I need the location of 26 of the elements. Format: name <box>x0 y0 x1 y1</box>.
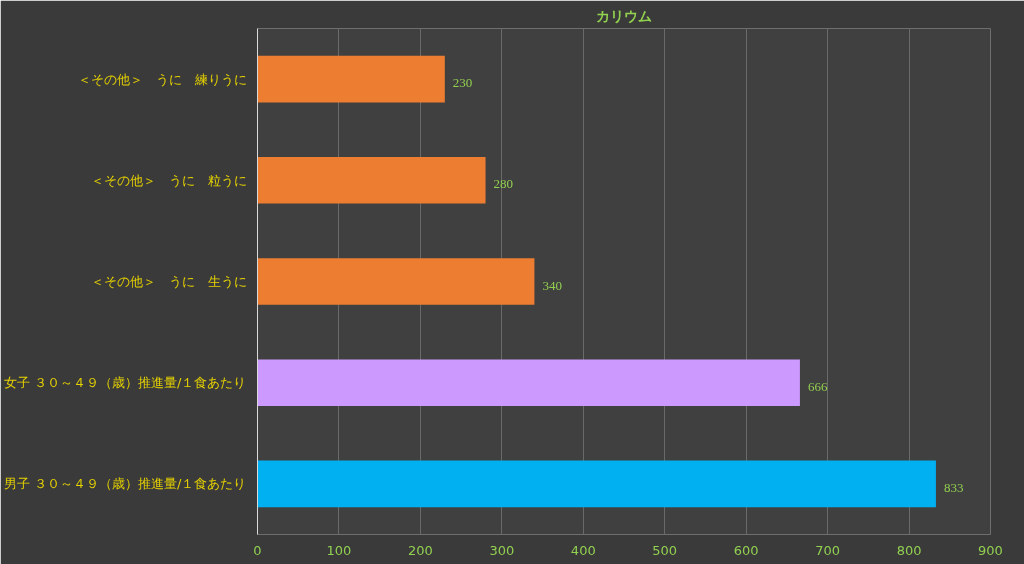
y-tick-label: ＜その他＞ うに 生うに <box>90 274 247 289</box>
bar <box>257 460 936 508</box>
data-label: 340 <box>542 277 562 293</box>
bar <box>257 359 800 406</box>
x-tick-label: 700 <box>815 542 841 558</box>
x-tick-label: 200 <box>407 542 433 558</box>
x-tick-label: 100 <box>326 542 352 558</box>
x-tick-label: 900 <box>978 542 1003 558</box>
x-tick-label: 400 <box>570 542 596 558</box>
x-tick-label: 800 <box>896 542 922 558</box>
data-label: 666 <box>807 378 828 394</box>
chart-title: カリウム <box>596 7 652 24</box>
y-tick-label: ＜その他＞ うに 粒うに <box>90 172 247 188</box>
x-tick-label: 0 <box>253 542 262 558</box>
x-tick-label: 600 <box>733 542 759 558</box>
bar <box>257 157 486 204</box>
y-tick-label: ＜その他＞ うに 練りうに <box>77 71 247 87</box>
x-tick-label: 500 <box>652 542 678 558</box>
bar <box>257 55 445 103</box>
x-tick-label: 300 <box>489 542 515 558</box>
data-label: 280 <box>493 176 514 192</box>
data-label: 833 <box>943 479 964 495</box>
y-tick-label: 男子 ３０～４９（歳）推進量/１食あたり <box>3 476 247 492</box>
bar <box>257 258 535 305</box>
data-label: 230 <box>452 75 473 91</box>
y-tick-label: 女子 ３０～４９（歳）推進量/１食あたり <box>3 375 247 391</box>
